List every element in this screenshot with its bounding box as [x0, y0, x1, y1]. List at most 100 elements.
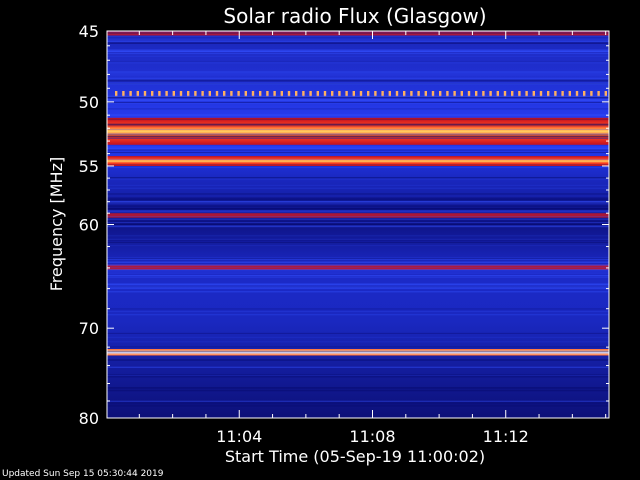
emission-band-very-strong [107, 349, 609, 356]
noise-stripe [107, 60, 609, 62]
emission-dot [561, 91, 564, 97]
noise-stripe [107, 235, 609, 237]
noise-stripe [107, 400, 609, 402]
x-axis: 11:04 11:08 11:12 [138, 31, 607, 446]
noise-stripe [107, 387, 609, 389]
noise-stripe [107, 404, 609, 407]
noise-stripe [107, 96, 609, 99]
emission-dot [158, 91, 161, 97]
noise-stripe [107, 285, 609, 287]
noise-stripe [107, 216, 609, 217]
noise-stripe [107, 207, 609, 210]
emission-dot [410, 91, 413, 97]
y-axis-label: Frequency [MHz] [47, 157, 66, 291]
noise-stripe [107, 377, 609, 378]
noise-stripe [107, 202, 609, 203]
noise-stripe [107, 103, 609, 104]
noise-stripe [107, 207, 609, 209]
noise-stripe [107, 205, 609, 207]
x-tick-label: 11:12 [483, 427, 529, 446]
x-tick-label: 11:04 [216, 427, 262, 446]
noise-stripe [107, 261, 609, 263]
noise-stripe [107, 151, 609, 154]
emission-dot [489, 91, 492, 97]
noise-stripe [107, 95, 609, 98]
noise-stripe [107, 286, 609, 288]
emission-dot [338, 91, 341, 97]
noise-stripe [107, 270, 609, 272]
emission-dot [251, 91, 255, 97]
noise-stripe [107, 77, 609, 80]
noise-stripe [107, 341, 609, 343]
emission-dot [424, 91, 427, 97]
noise-stripe [107, 42, 609, 44]
emission-dot [345, 91, 348, 97]
emission-dot [568, 91, 571, 97]
emission-dot [381, 91, 384, 97]
noise-stripe [107, 71, 609, 73]
noise-stripe [107, 31, 609, 33]
emission-dot [431, 91, 435, 97]
noise-stripe [107, 184, 609, 186]
noise-stripe [107, 336, 609, 338]
noise-stripe [107, 241, 609, 244]
emission-dot [115, 91, 118, 97]
noise-stripe [107, 284, 609, 285]
emission-dot [323, 91, 327, 97]
noise-stripe [107, 257, 609, 259]
emission-dot [179, 91, 183, 97]
emission-dot [525, 91, 528, 97]
emission-dot [359, 91, 363, 97]
emission-dot [475, 91, 478, 97]
noise-stripe [107, 218, 609, 220]
emission-dot [244, 91, 247, 97]
y-tick-label: 55 [79, 157, 99, 176]
noise-stripe [107, 108, 609, 110]
noise-stripe [107, 220, 609, 222]
noise-stripe [107, 201, 609, 203]
noise-stripe [107, 124, 609, 125]
noise-stripe [107, 374, 609, 376]
noise-stripe [107, 359, 609, 361]
noise-stripe [107, 246, 609, 247]
emission-dot [583, 91, 586, 97]
emission-dot [172, 91, 175, 97]
emission-dot [554, 91, 557, 97]
emission-dot [511, 91, 514, 97]
noise-stripes [107, 31, 609, 407]
noise-stripe [107, 124, 609, 127]
emission-dot [597, 91, 600, 97]
emission-bands [107, 31, 609, 356]
noise-stripe [107, 269, 609, 271]
emission-band-moderate [107, 213, 609, 218]
emission-dot [201, 91, 204, 97]
noise-stripe [107, 235, 609, 236]
noise-stripe [107, 177, 609, 179]
emission-band-strong [107, 156, 609, 166]
noise-stripe [107, 225, 609, 228]
noise-stripe [107, 134, 609, 135]
noise-stripe [107, 201, 609, 204]
noise-stripe [107, 193, 609, 195]
noise-stripe [107, 210, 609, 213]
noise-stripe [107, 118, 609, 121]
noise-stripe [107, 123, 609, 125]
emission-dot [331, 91, 334, 97]
emission-dot [453, 91, 456, 97]
noise-stripe [107, 38, 609, 40]
noise-stripe [107, 210, 609, 212]
noise-stripe [107, 245, 609, 247]
emission-dot [446, 91, 449, 97]
emission-dot [575, 91, 579, 97]
noise-stripe [107, 402, 609, 403]
noise-stripe [107, 258, 609, 260]
noise-stripe [107, 49, 609, 51]
emission-dot [518, 91, 521, 97]
emission-dot [316, 91, 319, 97]
noise-stripe [107, 32, 609, 34]
noise-stripe [107, 137, 609, 139]
emission-dot [208, 91, 211, 97]
noise-stripe [107, 53, 609, 55]
noise-stripe [107, 36, 609, 37]
noise-stripe [107, 366, 609, 368]
